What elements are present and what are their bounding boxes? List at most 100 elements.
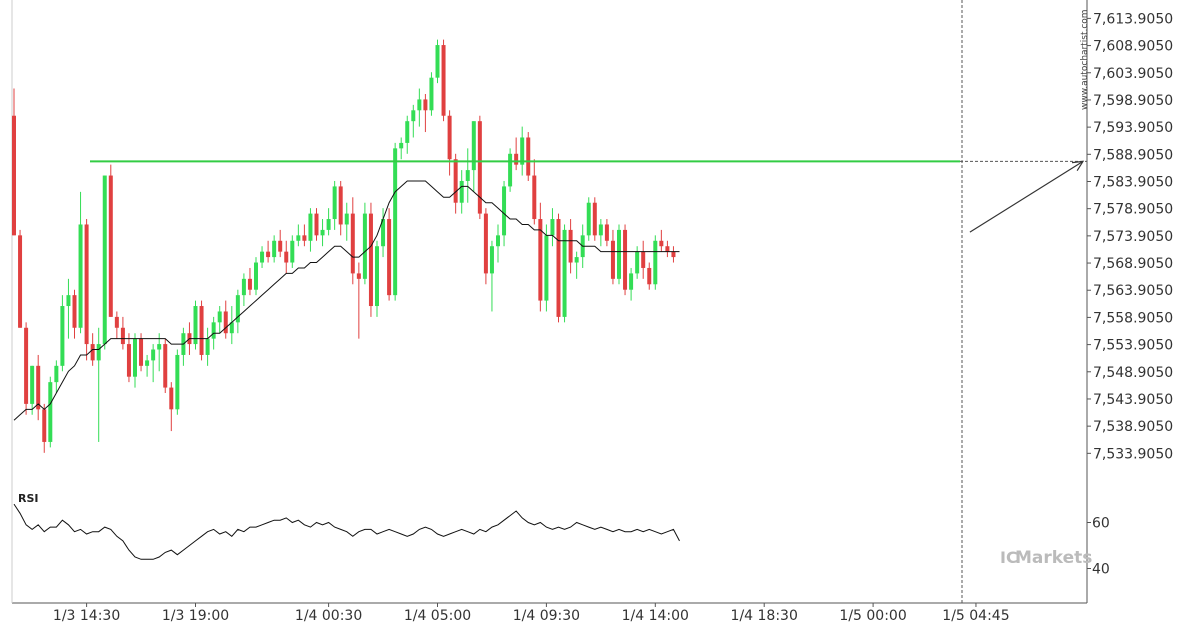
- candle-body: [314, 213, 319, 236]
- candle-body: [175, 354, 180, 410]
- candle-body: [356, 273, 361, 279]
- plot-frame: [11, 0, 1088, 604]
- candle-body: [60, 306, 65, 366]
- candle-body: [459, 180, 464, 203]
- candle-body: [78, 224, 83, 328]
- candle-body: [393, 148, 398, 296]
- candle-body: [120, 327, 125, 345]
- candle-body: [387, 219, 392, 296]
- candle-body: [108, 175, 113, 317]
- price-tick-label: 7,538.9050: [1093, 419, 1173, 435]
- candle: [393, 142, 398, 301]
- candle-body: [502, 186, 507, 236]
- candle-body: [368, 213, 373, 307]
- price-tick-label: 7,578.9050: [1093, 202, 1173, 218]
- candle: [635, 246, 640, 279]
- candle: [441, 39, 446, 122]
- candle: [350, 197, 355, 285]
- candle-body: [532, 175, 537, 220]
- price-tick-label: 7,573.9050: [1093, 229, 1173, 245]
- candle-body: [308, 213, 313, 241]
- candle: [532, 159, 537, 225]
- candle-body: [623, 229, 628, 290]
- watermark-text: www.autochartist.com: [1080, 9, 1090, 110]
- candle: [623, 224, 628, 296]
- candle-body: [54, 365, 59, 383]
- candle: [139, 333, 144, 372]
- time-tick-label: 1/5 04:45: [942, 608, 1009, 624]
- candle: [356, 262, 361, 339]
- candle-body: [344, 213, 349, 225]
- candle: [12, 88, 16, 236]
- candle: [217, 306, 222, 334]
- candle: [54, 360, 59, 394]
- candle-body: [96, 344, 101, 361]
- candle: [163, 338, 168, 394]
- candle: [526, 132, 531, 181]
- candle: [556, 213, 561, 323]
- candle: [586, 197, 591, 241]
- candle: [169, 382, 174, 432]
- candle: [604, 219, 609, 247]
- candle: [653, 235, 658, 290]
- candle-body: [538, 219, 543, 301]
- candle-body: [489, 246, 494, 274]
- candle: [308, 208, 313, 252]
- time-tick-label: 1/3 19:00: [162, 608, 229, 624]
- candle-body: [604, 224, 609, 241]
- candle: [647, 262, 652, 290]
- time-axis: 1/3 14:30 1/3 19:00 1/4 00:30 1/4 05:00 1/4 …: [53, 603, 1010, 624]
- candle: [229, 306, 234, 345]
- candle-body: [36, 365, 41, 410]
- candle-body: [629, 273, 634, 290]
- candle-body: [544, 235, 549, 301]
- candle: [447, 110, 452, 176]
- candle-body: [659, 240, 664, 247]
- candle: [514, 137, 519, 171]
- candle-body: [30, 365, 35, 404]
- candle-body: [471, 121, 476, 171]
- candle: [272, 235, 277, 263]
- candle: [550, 208, 555, 247]
- candle-body: [241, 278, 246, 296]
- candle: [30, 365, 35, 415]
- candle: [435, 39, 440, 84]
- candle-body: [447, 115, 452, 160]
- candle: [483, 208, 488, 285]
- price-tick-label: 7,603.9050: [1093, 66, 1173, 82]
- candle-body: [435, 45, 440, 78]
- candle-body: [586, 202, 591, 236]
- candle-body: [647, 267, 652, 285]
- candle-body: [278, 240, 283, 252]
- candle: [36, 354, 41, 421]
- rsi-line: [13, 503, 680, 560]
- candle: [544, 224, 549, 312]
- brand-logo-text: Markets: [1015, 548, 1092, 568]
- brand-logo: IC Markets: [1000, 548, 1092, 568]
- candle-body: [205, 338, 210, 355]
- candle-body: [453, 159, 458, 203]
- candle: [320, 219, 325, 247]
- time-tick-label: 1/4 14:00: [622, 608, 689, 624]
- candle: [151, 344, 156, 383]
- candle-body: [477, 121, 482, 214]
- candle: [247, 267, 252, 296]
- candle: [205, 327, 210, 366]
- candle: [610, 229, 615, 285]
- candle-body: [302, 235, 307, 241]
- price-tick-label: 7,613.9050: [1093, 11, 1173, 27]
- candle: [284, 240, 289, 274]
- candle: [241, 273, 246, 307]
- candle-body: [133, 338, 137, 377]
- candle-body: [362, 213, 367, 279]
- candle: [568, 219, 573, 274]
- candle: [126, 333, 131, 383]
- candle: [405, 115, 410, 154]
- candle-body: [411, 110, 416, 122]
- candle-body: [272, 240, 277, 258]
- overlays-group: [13, 0, 1087, 603]
- candle: [429, 72, 434, 116]
- price-tick-label: 7,548.9050: [1093, 365, 1173, 381]
- candle-body: [574, 257, 579, 263]
- price-tick-label: 7,583.9050: [1093, 174, 1173, 190]
